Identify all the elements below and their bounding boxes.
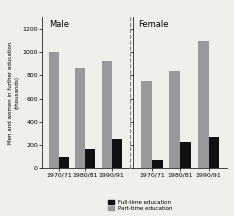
Bar xyxy=(59,157,69,168)
Bar xyxy=(112,139,122,168)
Bar xyxy=(180,142,191,168)
Bar xyxy=(152,160,163,168)
Bar xyxy=(49,52,59,168)
Legend: Full-time education, Part-time education: Full-time education, Part-time education xyxy=(108,200,173,211)
Bar xyxy=(208,137,219,168)
Bar xyxy=(102,62,112,168)
Bar xyxy=(169,71,180,168)
Bar xyxy=(75,68,85,168)
Bar xyxy=(198,41,208,168)
Text: Male: Male xyxy=(49,20,69,29)
Y-axis label: Men and women in further education
(thousands): Men and women in further education (thou… xyxy=(8,42,20,144)
Bar xyxy=(141,81,152,168)
Bar xyxy=(85,149,95,168)
Text: Female: Female xyxy=(138,20,168,29)
